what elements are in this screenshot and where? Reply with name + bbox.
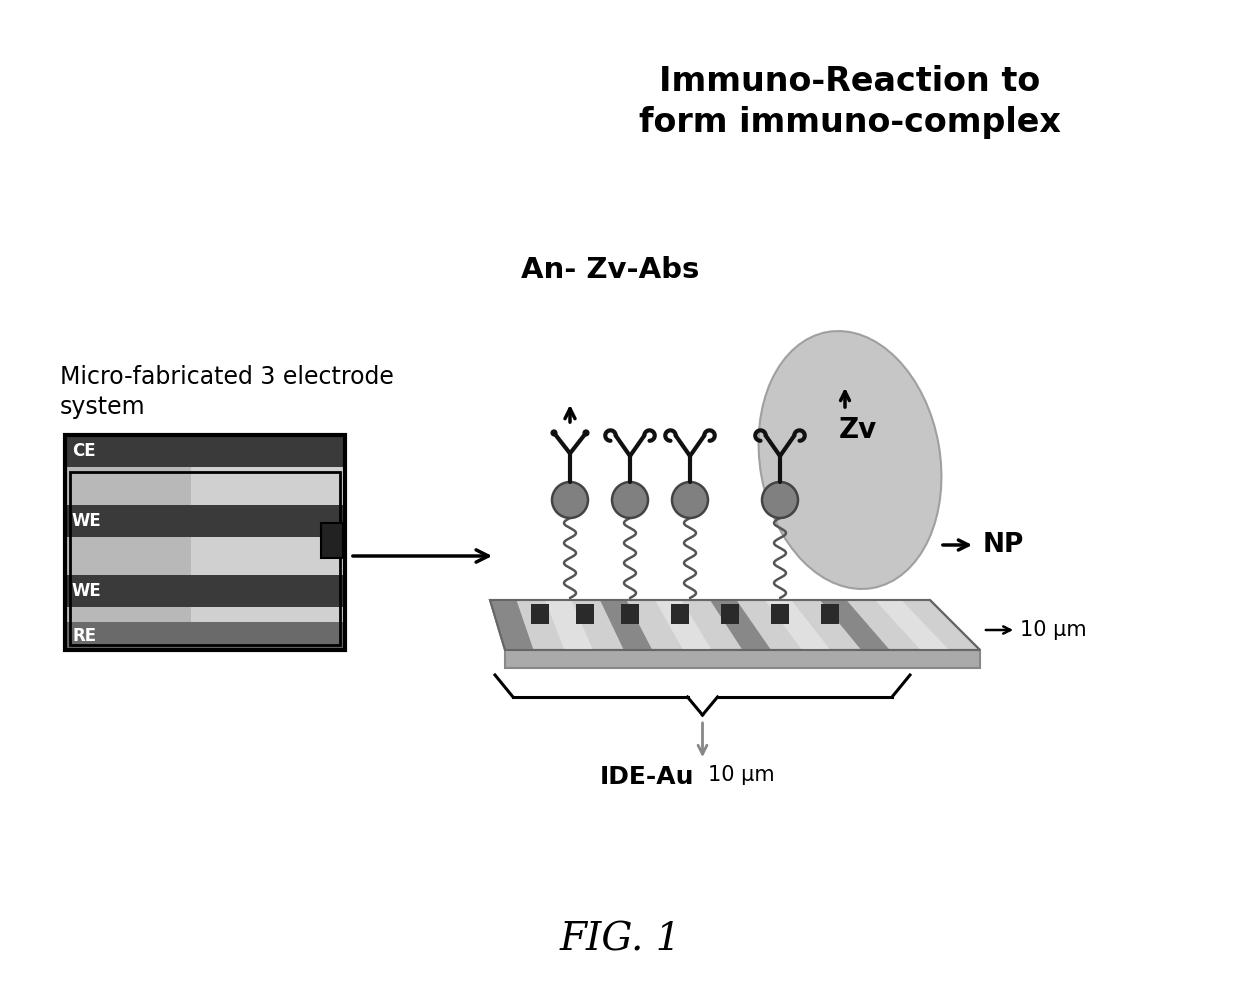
Polygon shape [600, 600, 652, 650]
Text: 10 μm: 10 μm [1021, 620, 1086, 640]
Bar [671, 604, 689, 624]
Polygon shape [505, 650, 980, 668]
Bar [321, 523, 343, 558]
Text: FIG. 1: FIG. 1 [559, 922, 681, 959]
Bar [64, 435, 345, 650]
Text: NP: NP [983, 532, 1024, 558]
Text: Immuno-Reaction to
form immuno-complex: Immuno-Reaction to form immuno-complex [639, 65, 1061, 139]
Circle shape [763, 482, 799, 518]
Polygon shape [490, 600, 533, 650]
Bar [64, 575, 345, 607]
Bar [821, 604, 839, 624]
Polygon shape [711, 600, 771, 650]
Text: WE: WE [72, 512, 102, 530]
Text: CE: CE [72, 442, 95, 460]
Text: Micro-fabricated 3 electrode
system: Micro-fabricated 3 electrode system [60, 365, 394, 419]
Text: Zv: Zv [839, 416, 877, 444]
Bar [720, 604, 739, 624]
Bar [64, 505, 345, 537]
Bar [621, 604, 639, 624]
Bar [69, 472, 340, 645]
Bar [64, 435, 345, 650]
Circle shape [551, 430, 557, 436]
Bar [64, 622, 345, 650]
Polygon shape [765, 600, 831, 650]
Text: An- Zv-Abs: An- Zv-Abs [521, 256, 699, 284]
Text: IDE-Au: IDE-Au [600, 765, 694, 789]
Polygon shape [820, 600, 890, 650]
Circle shape [613, 482, 649, 518]
Bar [531, 604, 549, 624]
Polygon shape [546, 600, 593, 650]
Text: RE: RE [72, 627, 97, 645]
Ellipse shape [759, 331, 941, 589]
Text: WE: WE [72, 582, 102, 600]
Bar [191, 435, 345, 650]
Bar [64, 435, 345, 467]
Polygon shape [490, 600, 980, 650]
Circle shape [552, 482, 588, 518]
Text: 10 μm: 10 μm [708, 765, 774, 785]
Circle shape [583, 430, 589, 436]
Bar [577, 604, 594, 624]
Polygon shape [875, 600, 949, 650]
Circle shape [672, 482, 708, 518]
Polygon shape [655, 600, 712, 650]
Bar [771, 604, 789, 624]
